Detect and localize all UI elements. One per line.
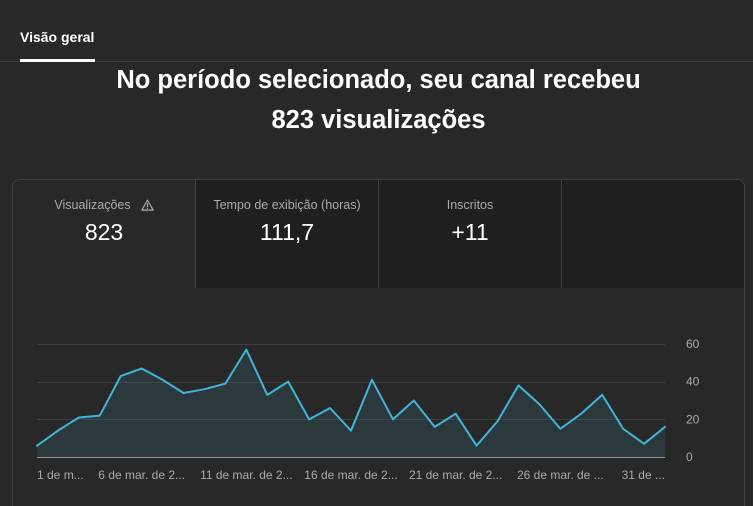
y-tick-label: 20 xyxy=(686,412,700,426)
metric-tabs: Visualizações 823 Tempo de exibição (hor… xyxy=(13,180,744,288)
x-tick-label: 1 de m... xyxy=(37,468,84,482)
data-point xyxy=(76,414,82,420)
metric-label-subscribers: Inscritos xyxy=(446,198,494,212)
data-point xyxy=(453,411,459,417)
data-point xyxy=(620,426,626,432)
tab-bar-divider xyxy=(0,61,753,62)
metric-label-watch-time: Tempo de exibição (horas) xyxy=(213,198,361,212)
data-point xyxy=(474,443,480,449)
metric-label-row: Tempo de exibição (horas) xyxy=(196,196,378,214)
data-point xyxy=(55,428,61,434)
metric-value-views: 823 xyxy=(84,219,124,245)
data-point xyxy=(264,392,270,398)
x-tick-label: 26 de mar. de ... xyxy=(517,468,604,482)
x-tick-label: 21 de mar. de 2... xyxy=(409,468,502,482)
metric-tab-watch-time[interactable]: Tempo de exibição (horas) 111,7 xyxy=(196,180,379,288)
data-point xyxy=(536,401,542,407)
chart-area: 0 20 40 60 1 de m... 6 de mar. de 2... 11 de m… xyxy=(13,288,744,506)
metric-tab-subscribers[interactable]: Inscritos +11 xyxy=(379,180,562,288)
data-point xyxy=(139,365,145,371)
data-point xyxy=(118,373,124,379)
metric-label-row: Visualizações xyxy=(13,196,195,214)
data-point xyxy=(181,390,187,396)
y-tick-label: 60 xyxy=(686,337,700,351)
metric-label-row: Inscritos xyxy=(379,196,561,214)
metric-value-subscribers: +11 xyxy=(451,219,489,245)
data-point xyxy=(390,416,396,422)
data-point xyxy=(348,428,354,434)
headline-line-2: 823 visualizações xyxy=(271,106,486,134)
x-tick-label: 6 de mar. de 2... xyxy=(98,468,185,482)
y-tick-label: 0 xyxy=(686,450,693,464)
data-point xyxy=(411,398,417,404)
data-point xyxy=(662,424,668,430)
tab-overview[interactable]: Visão geral xyxy=(20,0,95,62)
data-point xyxy=(285,379,291,385)
data-point xyxy=(557,426,563,432)
tab-selected-indicator xyxy=(20,59,95,62)
data-point xyxy=(515,382,521,388)
metric-tab-views[interactable]: Visualizações 823 xyxy=(13,180,196,288)
y-tick-label: 40 xyxy=(686,375,700,389)
data-point xyxy=(599,392,605,398)
data-point xyxy=(495,418,501,424)
series-line xyxy=(36,348,666,447)
series-area xyxy=(37,349,665,457)
data-point xyxy=(201,386,207,392)
data-point xyxy=(34,443,40,449)
data-point xyxy=(432,424,438,430)
tab-overview-label: Visão geral xyxy=(20,29,95,45)
warning-icon-graphic xyxy=(140,199,154,211)
x-tick-label: 31 de ... xyxy=(622,468,665,482)
period-summary-headline: No período selecionado, seu canal recebe… xyxy=(0,60,753,140)
data-point xyxy=(222,381,228,387)
metric-tab-empty xyxy=(562,180,744,288)
x-tick-label: 11 de mar. de 2... xyxy=(200,468,293,482)
views-line-chart: 0 20 40 60 1 de m... 6 de mar. de 2... 11 de m… xyxy=(34,337,700,482)
data-point xyxy=(369,377,375,383)
metric-label-views: Visualizações xyxy=(54,198,131,212)
data-point xyxy=(306,416,312,422)
data-point xyxy=(243,347,249,353)
data-point xyxy=(160,377,166,383)
metric-value-watch-time: 111,7 xyxy=(259,219,315,245)
headline-line-1: No período selecionado, seu canal recebe… xyxy=(116,66,641,94)
x-tick-label: 16 de mar. de 2... xyxy=(304,468,397,482)
data-point xyxy=(578,411,584,417)
metrics-card: Visualizações 823 Tempo de exibição (hor… xyxy=(12,179,745,506)
warning-icon[interactable] xyxy=(140,199,154,211)
data-point xyxy=(641,441,647,447)
data-point xyxy=(327,405,333,411)
data-point xyxy=(97,413,103,419)
